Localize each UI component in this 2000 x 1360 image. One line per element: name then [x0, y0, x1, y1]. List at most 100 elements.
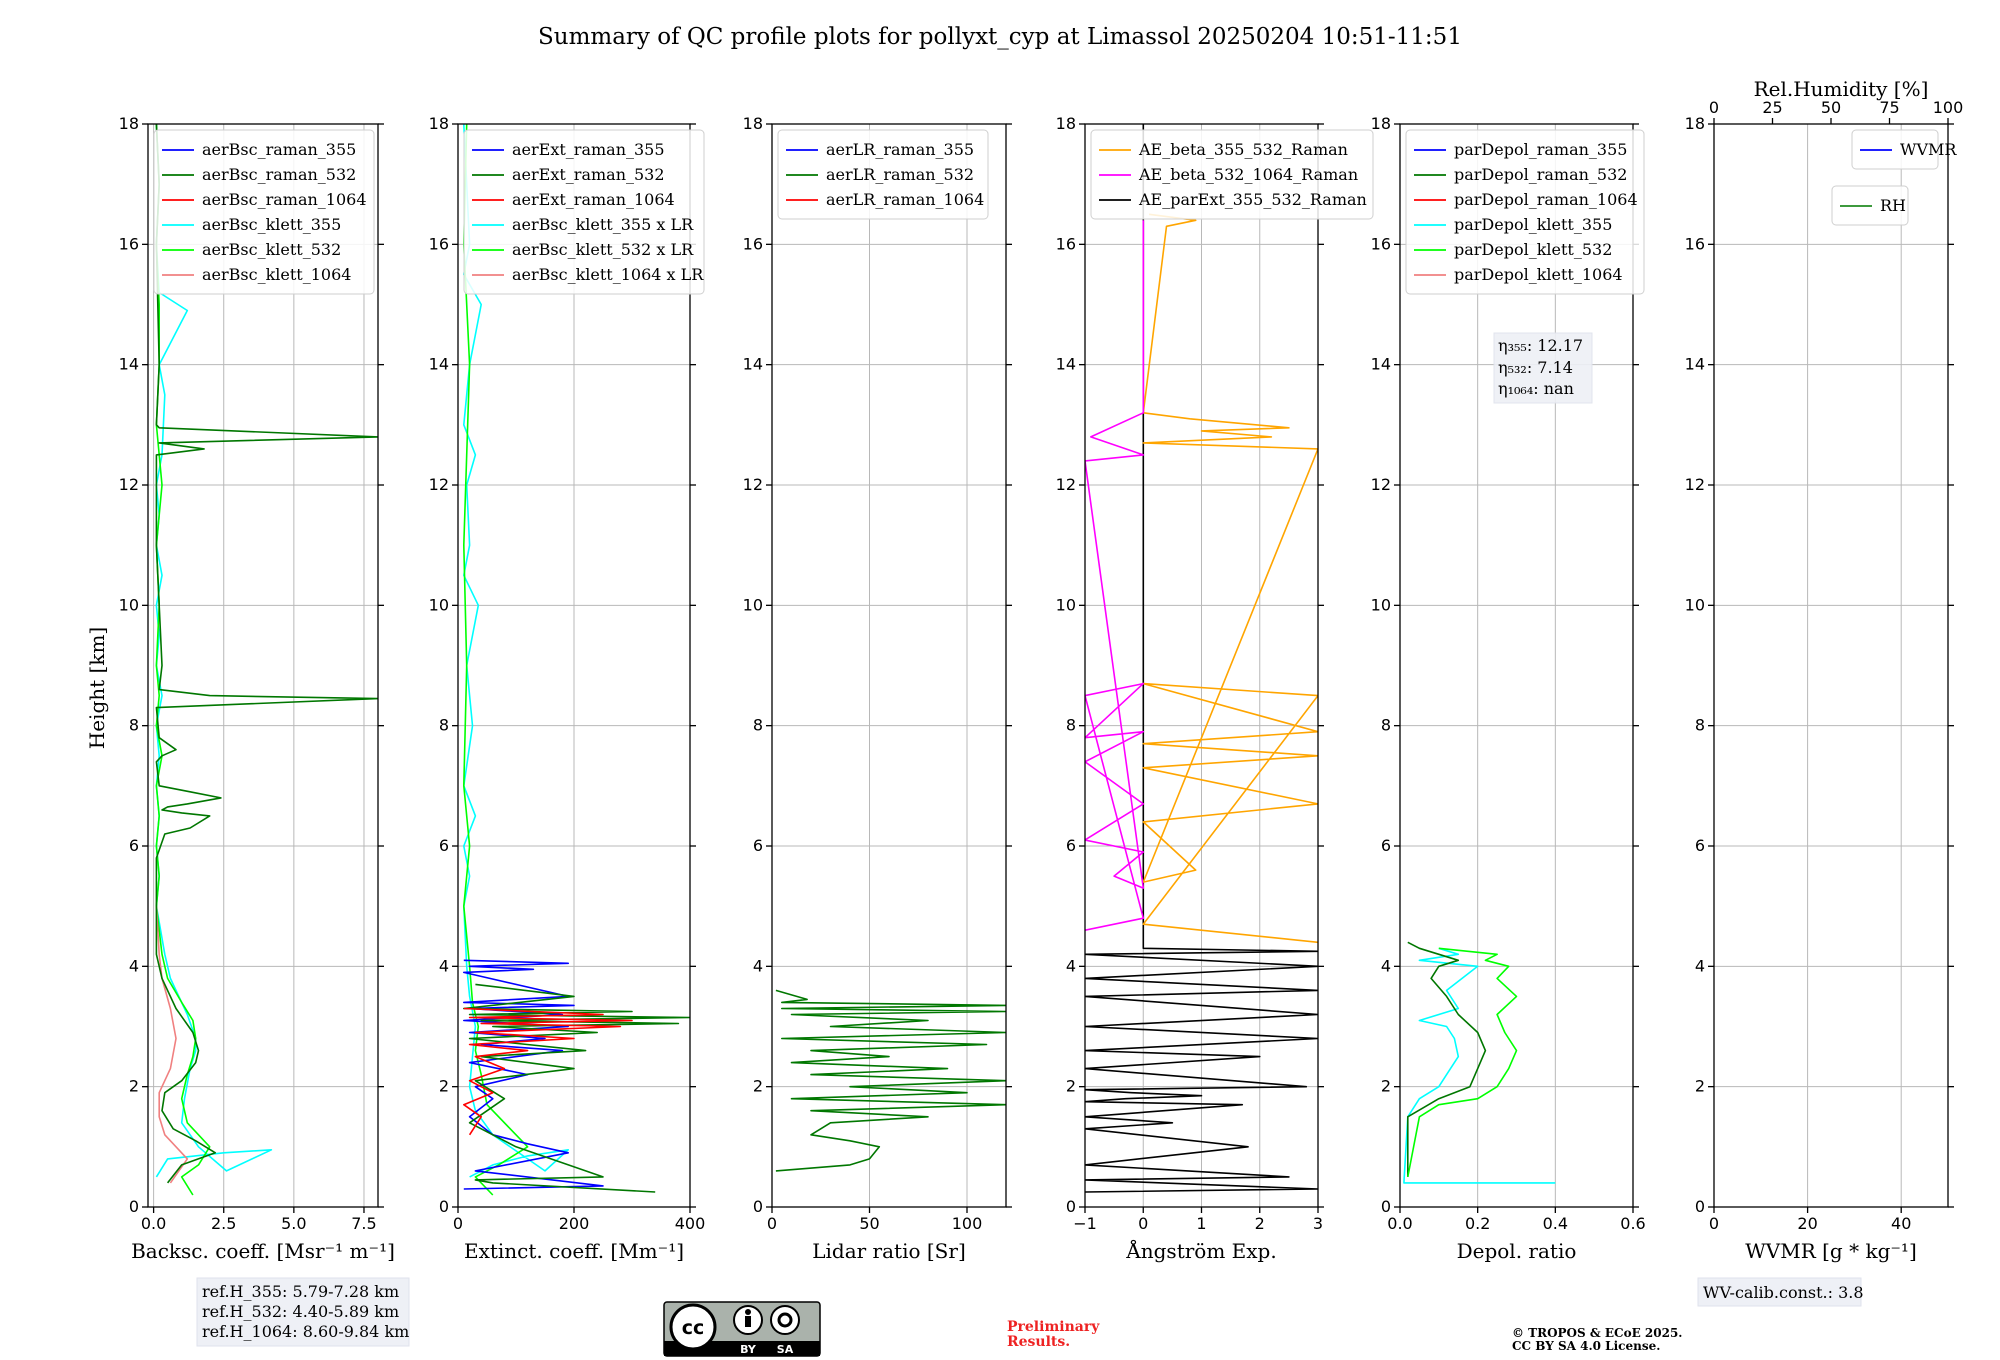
legend-frame — [1090, 129, 1374, 220]
y-tick-label: 10 — [1685, 595, 1705, 614]
x-tick-label: 200 — [559, 1214, 590, 1233]
x-tick-label: 100 — [952, 1214, 983, 1233]
y-tick-label: 18 — [1685, 114, 1705, 133]
y-tick-label: 2 — [439, 1077, 449, 1096]
top-x-tick-label: 100 — [1933, 98, 1964, 117]
series-AE_beta_532_1064_Raman — [1085, 220, 1145, 931]
legend-label: parDepol_raman_532 — [1454, 165, 1627, 184]
legend-label: aerBsc_klett_1064 x LR — [512, 265, 704, 284]
y-tick-label: 0 — [753, 1197, 763, 1216]
legend-label: aerBsc_klett_355 x LR — [512, 215, 694, 234]
series-group — [1085, 124, 1318, 1193]
x-tick-label: 40 — [1891, 1214, 1911, 1233]
y-tick-label: 0 — [1066, 1197, 1076, 1216]
x-tick-label: 0 — [453, 1214, 463, 1233]
x-axis-label: WVMR [g * kg⁻¹] — [1745, 1239, 1917, 1263]
x-axis-label: Extinct. coeff. [Mm⁻¹] — [464, 1239, 684, 1263]
y-tick-label: 0 — [1695, 1197, 1705, 1216]
eta-1064: η₁₀₆₄: nan — [1498, 379, 1574, 398]
y-tick-label: 2 — [1066, 1077, 1076, 1096]
y-tick-label: 0 — [129, 1197, 139, 1216]
x-tick-label: 1 — [1196, 1214, 1206, 1233]
y-axis-label: Height [km] — [85, 627, 109, 749]
legend-label: aerBsc_raman_532 — [202, 165, 356, 184]
series-parDepol_raman_532 — [1407, 941, 1487, 1177]
y-tick-label: 12 — [119, 475, 139, 494]
top-x-tick-label: 75 — [1879, 98, 1899, 117]
y-tick-label: 8 — [439, 716, 449, 735]
panel-5: 0 2 4 6 8 10 12 14 16 18 0.0 0.2 0.4 0.6 Depol. ratio p… — [1371, 114, 1646, 1263]
figure-title: Summary of QC profile plots for pollyxt_… — [538, 24, 1462, 50]
y-tick-label: 2 — [1695, 1077, 1705, 1096]
y-tick-label: 0 — [1381, 1197, 1391, 1216]
ref-height-355: ref.H_355: 5.79-7.28 km — [202, 1282, 399, 1301]
x-tick-label: 3 — [1313, 1214, 1323, 1233]
y-tick-label: 14 — [119, 355, 139, 374]
y-tick-label: 4 — [1695, 956, 1705, 975]
x-tick-label: 0.4 — [1543, 1214, 1568, 1233]
eta-532: η₅₃₂: 7.14 — [1498, 358, 1573, 377]
y-tick-label: 16 — [429, 234, 449, 253]
legend: parDepol_raman_355 parDepol_raman_532 parD… — [1405, 129, 1645, 295]
y-tick-label: 2 — [1381, 1077, 1391, 1096]
axes-frame — [147, 123, 379, 1208]
y-tick-label: 4 — [1066, 956, 1076, 975]
legend: aerLR_raman_355 aerLR_raman_532 aerLR_rama… — [777, 129, 989, 220]
legend-label: aerBsc_klett_1064 — [202, 265, 351, 284]
cc-license-badge: cc BY SA — [663, 1301, 821, 1357]
legend-label: RH — [1880, 196, 1906, 215]
y-tick-label: 16 — [1056, 234, 1076, 253]
x-axis-label: Ångström Exp. — [1125, 1238, 1276, 1263]
y-tick-label: 8 — [129, 716, 139, 735]
top-x-axis-label: Rel.Humidity [%] — [1754, 77, 1929, 101]
y-tick-label: 2 — [129, 1077, 139, 1096]
legend-label: aerLR_raman_355 — [826, 140, 974, 159]
legend-label: aerBsc_raman_1064 — [202, 190, 367, 209]
legend: AE_beta_355_532_Raman AE_beta_532_1064_Ra… — [1090, 129, 1374, 220]
reference-height-box: ref.H_355: 5.79-7.28 km ref.H_532: 4.40-… — [196, 1277, 410, 1347]
svg-text:cc: cc — [682, 1317, 705, 1339]
y-tick-label: 8 — [1066, 716, 1076, 735]
ref-height-1064: ref.H_1064: 8.60-9.84 km — [202, 1322, 409, 1341]
legend: aerBsc_raman_355 aerBsc_raman_532 aerBsc_r… — [153, 129, 375, 295]
series-AE_parExt_355_532_Raman — [1085, 124, 1318, 1193]
legend-label: aerExt_raman_1064 — [512, 190, 675, 209]
y-tick-label: 2 — [753, 1077, 763, 1096]
y-tick-label: 6 — [439, 836, 449, 855]
y-tick-label: 18 — [743, 114, 763, 133]
y-tick-label: 16 — [743, 234, 763, 253]
x-tick-label: 0 — [1709, 1214, 1719, 1233]
series-aerExt_raman_1064 — [462, 1007, 633, 1136]
y-tick-label: 6 — [753, 836, 763, 855]
y-tick-label: 4 — [439, 956, 449, 975]
y-tick-label: 12 — [1371, 475, 1391, 494]
y-tick-label: 8 — [1381, 716, 1391, 735]
legend-rh: RH — [1831, 185, 1909, 226]
y-tick-label: 10 — [429, 595, 449, 614]
eta-355: η₃₅₅: 12.17 — [1498, 336, 1583, 355]
legend: aerExt_raman_355 aerExt_raman_532 aerExt_r… — [463, 129, 705, 295]
x-tick-label: 400 — [675, 1214, 706, 1233]
y-tick-label: 4 — [1381, 956, 1391, 975]
y-tick-label: 14 — [1685, 355, 1705, 374]
legend-label: aerBsc_raman_355 — [202, 140, 356, 159]
x-tick-label: 2.5 — [211, 1214, 236, 1233]
series-AE_beta_355_532_Raman — [1142, 213, 1318, 944]
legend-frame — [1851, 129, 1939, 170]
x-tick-label: 0 — [1138, 1214, 1148, 1233]
y-tick-label: 12 — [1056, 475, 1076, 494]
legend-label: parDepol_raman_1064 — [1454, 190, 1638, 209]
top-x-tick-label: 25 — [1762, 98, 1782, 117]
top-x-tick-label: 50 — [1821, 98, 1841, 117]
series-aerExt_raman_355 — [462, 959, 604, 1190]
y-tick-label: 12 — [429, 475, 449, 494]
legend-label: AE_parExt_355_532_Raman — [1138, 190, 1367, 209]
y-tick-label: 14 — [1056, 355, 1076, 374]
legend-label: aerBsc_klett_355 — [202, 215, 341, 234]
cc-icon — [669, 1303, 717, 1351]
y-tick-label: 12 — [1685, 475, 1705, 494]
series-group — [462, 124, 690, 1196]
